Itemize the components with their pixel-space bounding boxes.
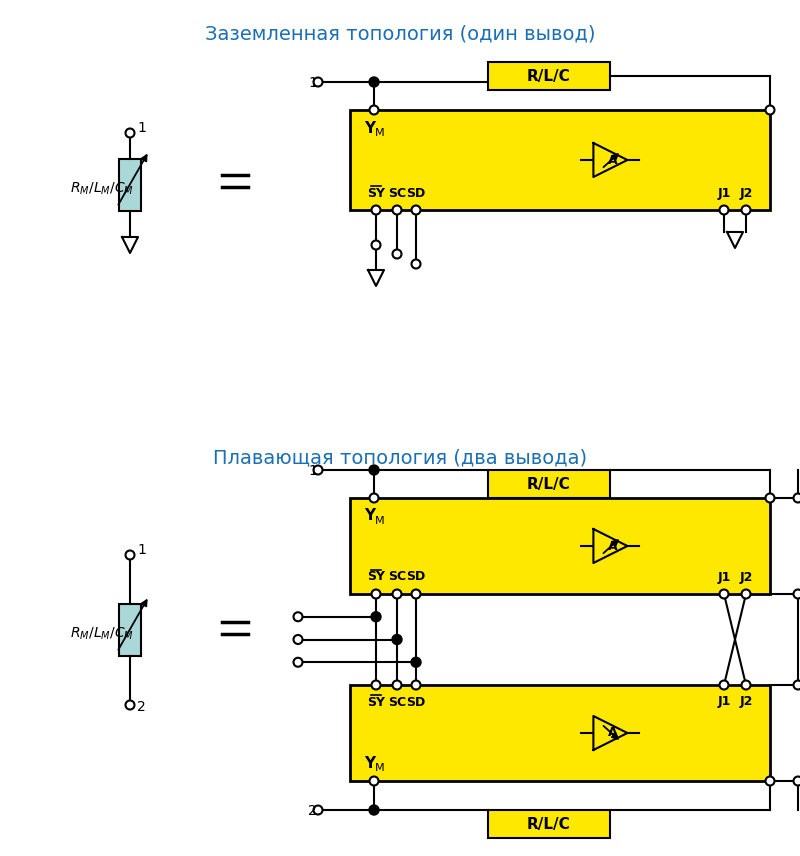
Circle shape	[766, 105, 774, 115]
Circle shape	[766, 494, 774, 502]
Text: SD: SD	[406, 695, 426, 709]
Text: SY: SY	[367, 695, 385, 709]
Text: J2: J2	[739, 187, 753, 199]
Circle shape	[371, 590, 381, 598]
Circle shape	[126, 550, 134, 560]
Circle shape	[126, 700, 134, 710]
Circle shape	[742, 205, 750, 215]
Circle shape	[766, 776, 774, 786]
Circle shape	[369, 465, 379, 475]
Text: Плавающая топология (два вывода): Плавающая топология (два вывода)	[213, 448, 587, 467]
Circle shape	[742, 590, 750, 598]
Text: SC: SC	[388, 570, 406, 584]
Text: SY: SY	[367, 187, 385, 199]
Text: J1: J1	[718, 695, 730, 709]
Circle shape	[719, 205, 729, 215]
Circle shape	[369, 805, 379, 815]
Text: 2: 2	[137, 700, 146, 714]
Text: $R_M/L_M/C_M$: $R_M/L_M/C_M$	[70, 181, 134, 197]
Bar	[119, 604, 141, 656]
Circle shape	[719, 590, 729, 598]
Circle shape	[294, 635, 302, 644]
Text: M: M	[375, 128, 385, 138]
Text: M: M	[375, 763, 385, 773]
Circle shape	[126, 128, 134, 138]
Text: 1: 1	[308, 76, 317, 90]
Polygon shape	[727, 232, 743, 248]
Bar	[350, 498, 770, 594]
Circle shape	[371, 612, 381, 621]
Text: 1: 1	[137, 121, 146, 135]
Circle shape	[314, 466, 322, 474]
Text: A: A	[607, 539, 618, 552]
Text: J1: J1	[718, 570, 730, 584]
Circle shape	[294, 612, 302, 621]
Circle shape	[794, 776, 800, 786]
Circle shape	[370, 105, 378, 115]
Polygon shape	[594, 143, 627, 177]
Text: Y: Y	[364, 508, 375, 524]
Polygon shape	[594, 529, 627, 563]
Text: SD: SD	[406, 570, 426, 584]
Bar	[488, 810, 610, 838]
Text: M: M	[375, 516, 385, 526]
Text: J2: J2	[739, 570, 753, 584]
Text: SY: SY	[367, 570, 385, 584]
Circle shape	[411, 259, 421, 269]
Text: SD: SD	[406, 187, 426, 199]
Circle shape	[371, 241, 381, 249]
Circle shape	[411, 657, 421, 667]
Circle shape	[370, 494, 378, 502]
Text: R/L/C: R/L/C	[527, 477, 571, 491]
Circle shape	[411, 681, 421, 689]
Text: 1: 1	[308, 464, 317, 478]
Circle shape	[794, 590, 800, 598]
Circle shape	[393, 249, 402, 259]
Text: A: A	[607, 727, 618, 740]
Text: SC: SC	[388, 695, 406, 709]
Circle shape	[411, 205, 421, 215]
Circle shape	[314, 78, 322, 86]
Polygon shape	[368, 270, 384, 286]
Circle shape	[393, 681, 402, 689]
Text: $R_M/L_M/C_M$: $R_M/L_M/C_M$	[70, 626, 134, 642]
Bar	[488, 470, 610, 498]
Circle shape	[794, 494, 800, 502]
Text: SC: SC	[388, 187, 406, 199]
Circle shape	[370, 776, 378, 786]
Polygon shape	[122, 237, 138, 253]
Polygon shape	[594, 716, 627, 750]
Circle shape	[393, 205, 402, 215]
Text: R/L/C: R/L/C	[527, 817, 571, 831]
Circle shape	[371, 681, 381, 689]
Bar	[119, 159, 141, 211]
Bar	[350, 685, 770, 781]
Circle shape	[392, 634, 402, 645]
Text: J2: J2	[739, 695, 753, 709]
Circle shape	[294, 657, 302, 667]
Circle shape	[369, 77, 379, 87]
Circle shape	[411, 590, 421, 598]
Text: A: A	[607, 153, 618, 167]
Circle shape	[371, 205, 381, 215]
Bar	[350, 110, 770, 210]
Circle shape	[794, 681, 800, 689]
Text: 2: 2	[308, 804, 317, 818]
Text: R/L/C: R/L/C	[527, 68, 571, 84]
Text: 1: 1	[137, 543, 146, 557]
Text: Заземленная топология (один вывод): Заземленная топология (один вывод)	[205, 24, 595, 43]
Circle shape	[314, 805, 322, 815]
Text: Y: Y	[364, 756, 375, 770]
Text: J1: J1	[718, 187, 730, 199]
Bar	[488, 62, 610, 90]
Circle shape	[719, 681, 729, 689]
Circle shape	[742, 681, 750, 689]
Text: Y: Y	[364, 121, 375, 135]
Circle shape	[393, 590, 402, 598]
